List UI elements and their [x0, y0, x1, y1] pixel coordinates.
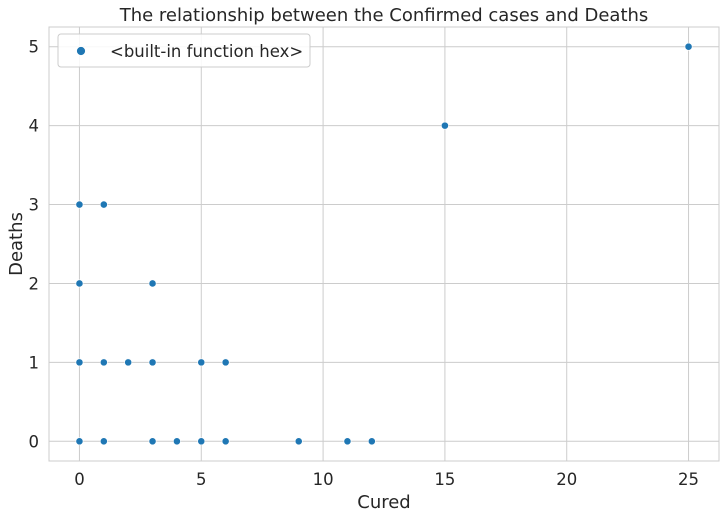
- data-point: [148, 437, 157, 446]
- y-tick-label: 5: [29, 38, 40, 57]
- x-tick-label: 20: [556, 470, 577, 489]
- data-point: [343, 437, 352, 446]
- data-point: [99, 358, 108, 367]
- y-tick-label: 4: [29, 117, 40, 136]
- data-point: [75, 200, 84, 209]
- y-axis-label: Deaths: [6, 212, 27, 276]
- data-point: [75, 358, 84, 367]
- data-point: [367, 437, 376, 446]
- x-axis-label: Cured: [357, 492, 410, 513]
- plot-frame: [48, 26, 720, 462]
- x-tick-label: 15: [434, 470, 455, 489]
- chart-title: The relationship between the Confirmed c…: [119, 5, 649, 26]
- y-tick-label: 2: [29, 274, 40, 293]
- data-point: [197, 437, 206, 446]
- legend: <built-in function hex>: [57, 33, 311, 68]
- plot-background: [49, 27, 719, 461]
- data-point: [148, 358, 157, 367]
- data-point: [75, 437, 84, 446]
- legend-box: [57, 33, 311, 68]
- y-tick-labels: 0 1 2 3 4 5: [29, 38, 40, 452]
- x-tick-label: 5: [196, 470, 207, 489]
- data-point: [684, 42, 693, 51]
- data-point: [75, 279, 84, 288]
- y-tick-label: 3: [29, 196, 40, 215]
- y-tick-label: 0: [29, 432, 40, 451]
- x-tick-labels: 0 5 10 15 20 25: [74, 470, 699, 489]
- data-point: [99, 437, 108, 446]
- data-point: [197, 358, 206, 367]
- legend-marker: [76, 46, 86, 56]
- x-tick-label: 10: [313, 470, 334, 489]
- data-point: [294, 437, 303, 446]
- x-tick-label: 25: [678, 470, 699, 489]
- data-point: [221, 358, 230, 367]
- data-point: [221, 437, 230, 446]
- data-point: [441, 121, 449, 130]
- data-point: [99, 200, 108, 209]
- x-tick-label: 0: [74, 470, 85, 489]
- data-point: [148, 279, 157, 288]
- data-point: [173, 437, 181, 446]
- data-point: [124, 358, 133, 367]
- data-points: [75, 42, 693, 446]
- y-tick-label: 1: [29, 353, 40, 372]
- legend-label: <built-in function hex>: [110, 42, 303, 61]
